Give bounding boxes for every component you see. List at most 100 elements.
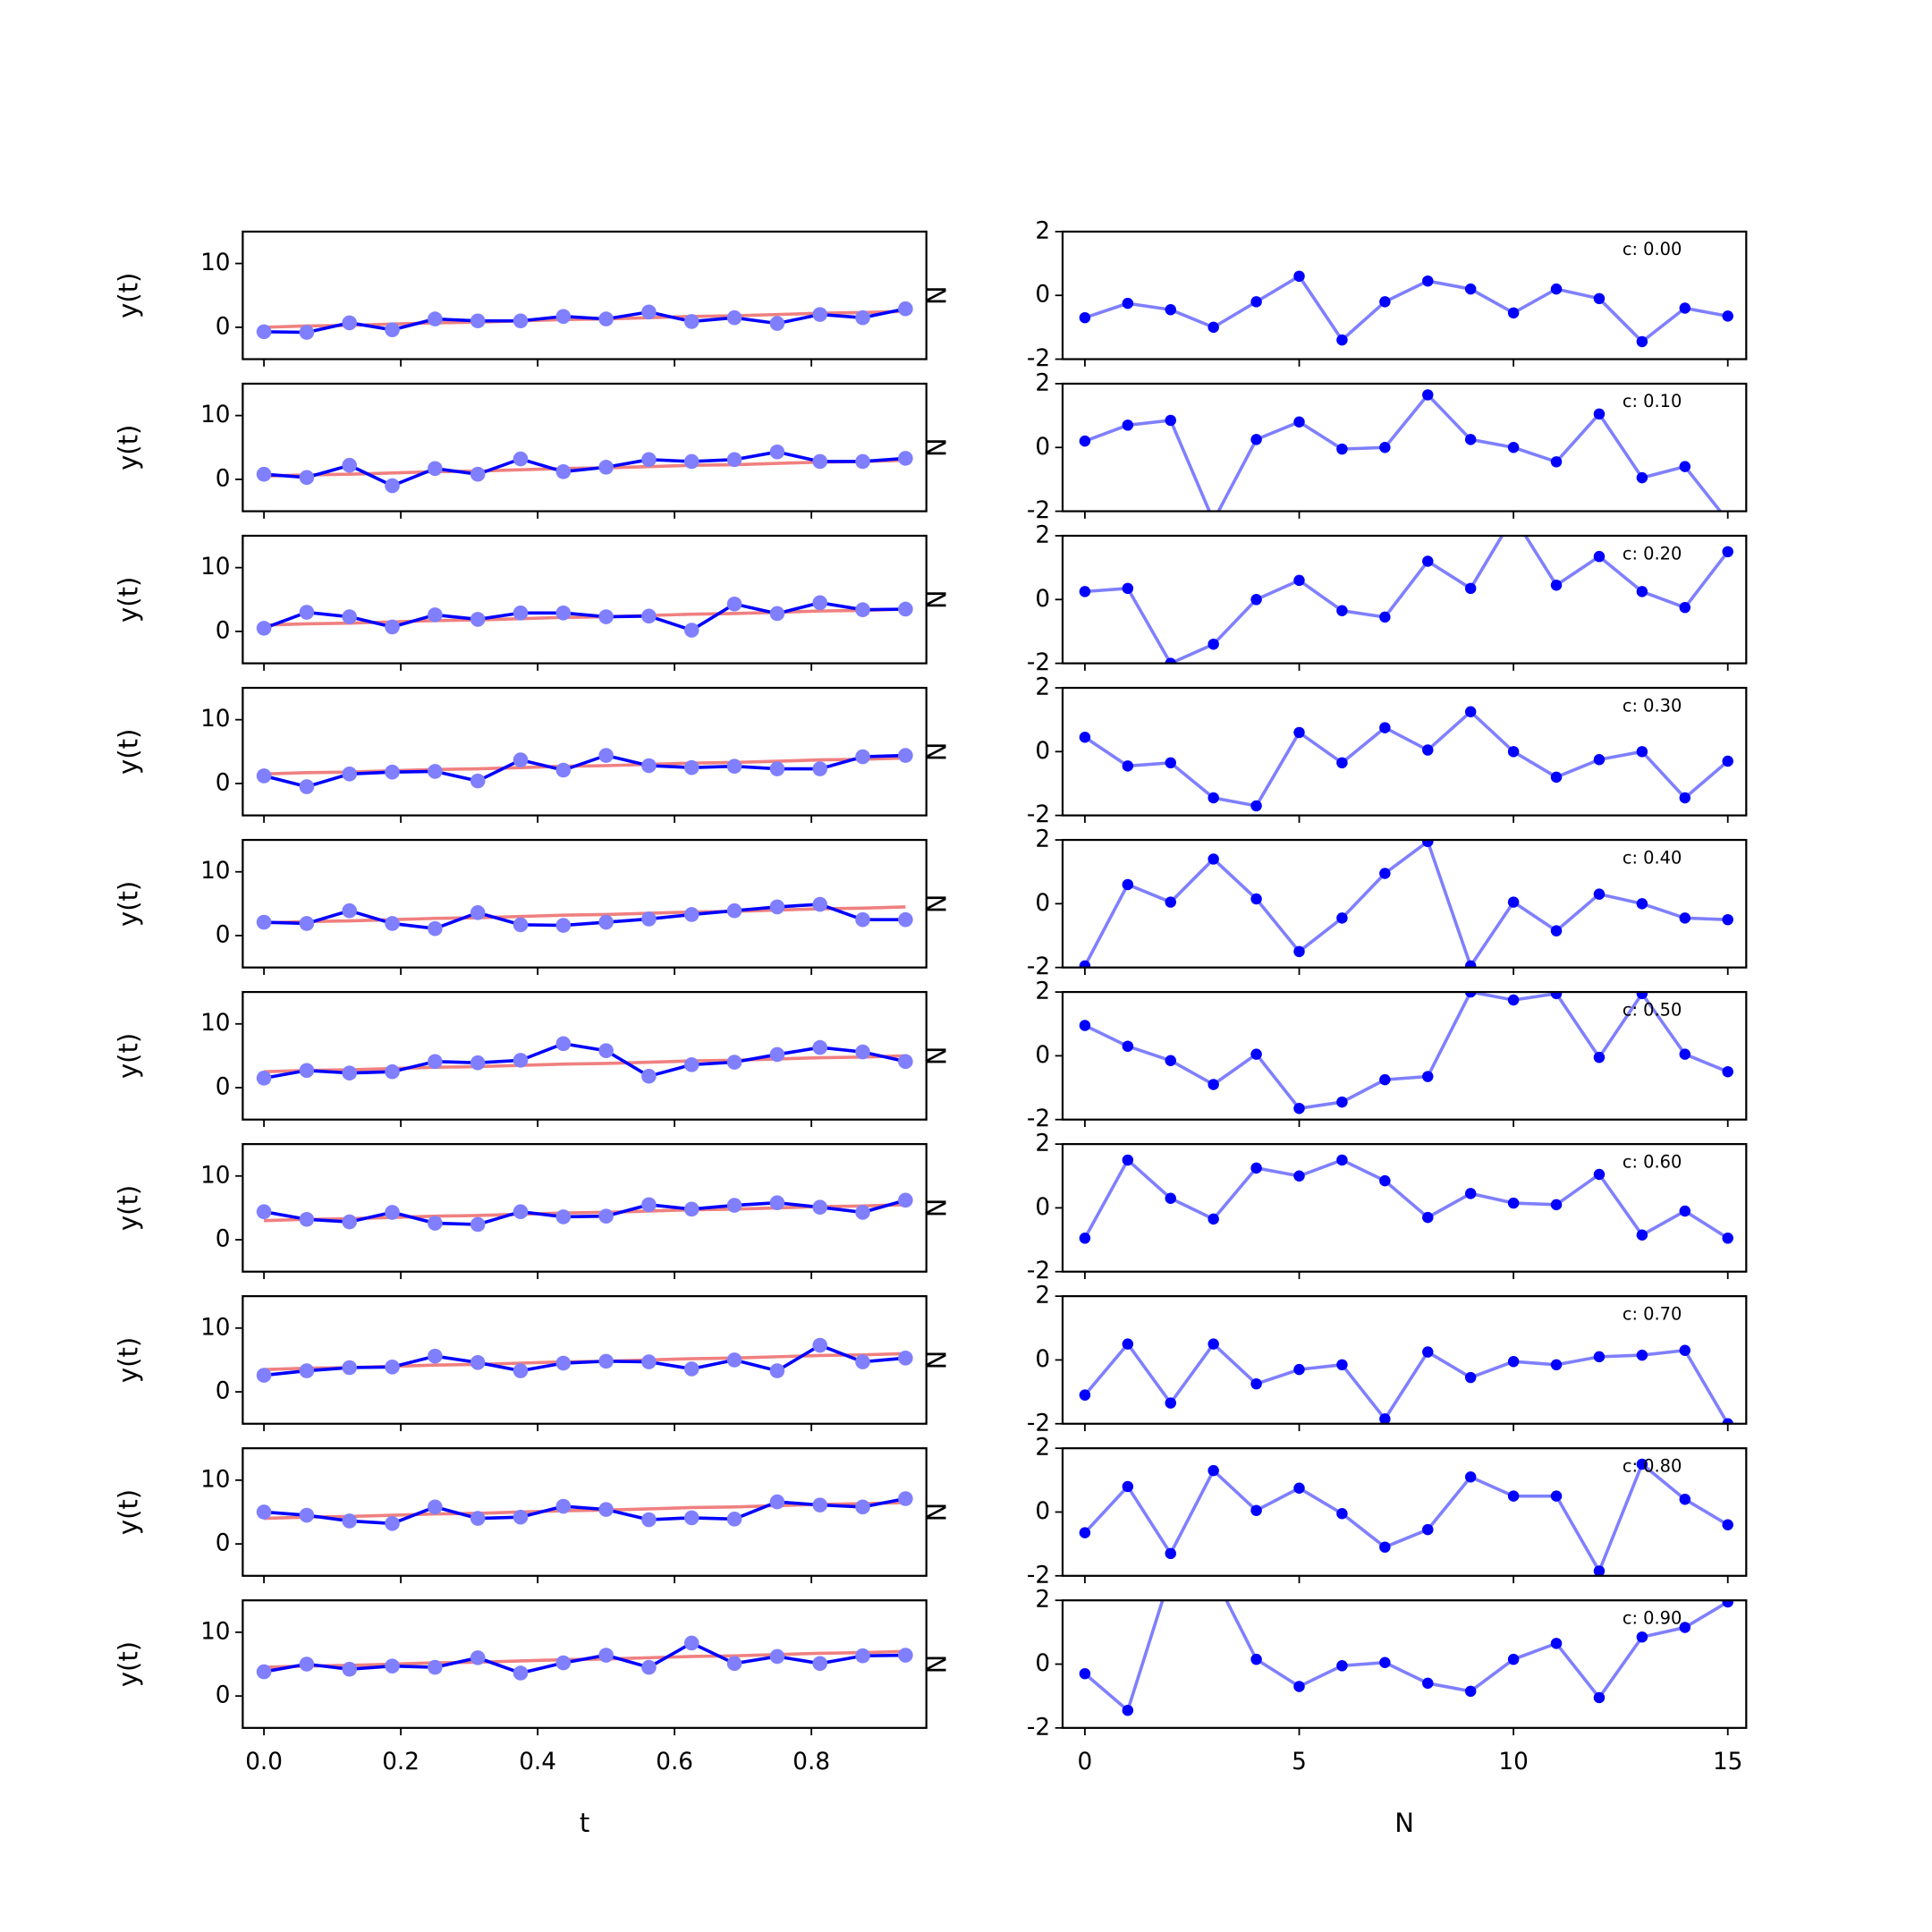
data-point — [769, 761, 785, 776]
x-tick-label: 5 — [1292, 1749, 1307, 1775]
data-point — [342, 1513, 358, 1529]
data-point — [641, 1659, 657, 1675]
series-line — [1084, 392, 1723, 512]
y-tick-label: -2 — [1027, 1562, 1050, 1589]
data-point — [256, 1664, 272, 1680]
data-point — [470, 1055, 486, 1071]
axes-frame — [242, 1295, 928, 1425]
data-point — [513, 451, 529, 467]
data-point — [1336, 1660, 1348, 1672]
data-point — [898, 1192, 913, 1208]
data-point — [555, 309, 572, 325]
data-point — [1122, 1338, 1134, 1350]
data-point — [1464, 1371, 1477, 1384]
data-point — [470, 773, 486, 789]
data-point — [898, 1491, 913, 1506]
axes-frame — [242, 1599, 928, 1729]
y-axis-label: N — [922, 1199, 953, 1218]
data-point — [812, 1199, 828, 1216]
data-point — [726, 1512, 742, 1527]
data-point — [769, 444, 785, 460]
data-point — [1293, 945, 1305, 958]
data-point — [1636, 992, 1648, 1000]
y-axis-label: y(t) — [113, 881, 143, 927]
y-tick-label: -2 — [1027, 1410, 1050, 1436]
data-point — [855, 602, 870, 618]
annotation: c: 0.90 — [1623, 1607, 1682, 1628]
data-point — [385, 1063, 400, 1080]
data-point — [428, 461, 443, 477]
data-point — [1422, 1677, 1434, 1690]
data-point — [898, 451, 913, 466]
data-point — [555, 1498, 572, 1514]
y-tick-label: 0 — [1035, 890, 1050, 917]
y-tick-label: 2 — [1035, 369, 1050, 396]
data-point — [641, 758, 657, 774]
data-point — [470, 1511, 486, 1526]
data-point — [598, 1043, 614, 1058]
x-tick-label: 0.2 — [382, 1749, 419, 1775]
data-point — [1208, 1464, 1219, 1477]
data-point — [1679, 461, 1691, 472]
data-point — [1593, 888, 1606, 900]
y-tick-label: 0 — [1035, 1346, 1050, 1373]
data-point — [342, 1360, 358, 1376]
x-tick-label: 0.0 — [245, 1749, 283, 1775]
data-point — [855, 1044, 870, 1060]
data-point — [1379, 1174, 1391, 1187]
data-point — [555, 1036, 572, 1052]
axes-frame — [242, 230, 928, 360]
data-point — [513, 1204, 529, 1220]
data-point — [855, 1354, 870, 1369]
data-point — [1250, 800, 1262, 812]
data-point — [683, 623, 699, 638]
data-point — [385, 619, 400, 635]
series-line — [263, 753, 906, 789]
data-point — [1722, 1418, 1733, 1424]
data-point — [1336, 1096, 1348, 1108]
y-axis-label: y(t) — [113, 729, 143, 775]
data-point — [299, 1363, 315, 1378]
data-point — [1507, 1355, 1520, 1368]
data-point — [1250, 434, 1262, 445]
data-point — [855, 911, 870, 928]
series-line — [1083, 840, 1728, 968]
y-axis-label: N — [922, 741, 953, 761]
data-point — [1250, 1377, 1262, 1390]
data-point — [1593, 292, 1606, 305]
data-point — [1250, 594, 1262, 606]
data-point — [385, 478, 400, 494]
data-point — [1679, 912, 1691, 924]
data-point — [1422, 389, 1434, 401]
data-point — [812, 1656, 828, 1672]
data-point — [470, 905, 486, 920]
data-point — [555, 464, 572, 479]
y-tick-label: 2 — [1035, 979, 1050, 1005]
data-point — [1336, 443, 1348, 455]
plot-area — [1079, 1600, 1733, 1716]
axes-background — [1063, 1296, 1747, 1424]
data-point — [1250, 1504, 1262, 1516]
data-point — [1250, 893, 1262, 905]
data-point — [1422, 275, 1434, 287]
data-point — [1636, 471, 1648, 484]
data-point — [1507, 1653, 1520, 1665]
data-point — [1336, 757, 1348, 769]
axes-background — [1063, 1600, 1747, 1728]
y-axis-label: N — [922, 1655, 953, 1674]
data-point — [555, 918, 572, 933]
series-line — [263, 1199, 906, 1226]
y-axis-label: y(t) — [113, 1337, 143, 1383]
series-line — [1083, 709, 1729, 808]
data-point — [555, 762, 572, 778]
data-point — [513, 1665, 529, 1681]
data-point — [299, 779, 315, 794]
data-point — [513, 1509, 529, 1525]
data-point — [1079, 1389, 1091, 1401]
data-point — [641, 452, 657, 468]
data-point — [470, 1354, 486, 1370]
data-point — [1722, 310, 1733, 322]
annotation: c: 0.30 — [1623, 695, 1682, 716]
data-point — [1679, 1622, 1691, 1633]
